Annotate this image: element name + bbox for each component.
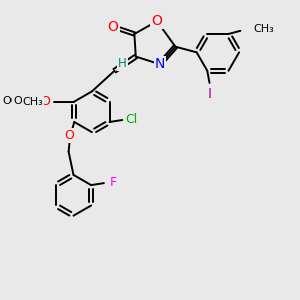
- Text: CH₃: CH₃: [23, 97, 44, 106]
- Text: methoxy: methoxy: [33, 100, 40, 102]
- Text: OCH₃: OCH₃: [2, 96, 32, 106]
- Text: O: O: [64, 129, 74, 142]
- Text: CH₃: CH₃: [254, 24, 274, 34]
- Text: Cl: Cl: [125, 112, 137, 126]
- Text: F: F: [110, 176, 116, 189]
- Text: O: O: [40, 95, 50, 108]
- Text: I: I: [208, 87, 212, 101]
- Text: O: O: [108, 20, 118, 34]
- Text: H: H: [118, 57, 127, 70]
- Text: N: N: [155, 57, 165, 71]
- Text: O: O: [152, 14, 163, 28]
- Text: O: O: [40, 95, 50, 108]
- Text: OCH₃: OCH₃: [13, 96, 43, 106]
